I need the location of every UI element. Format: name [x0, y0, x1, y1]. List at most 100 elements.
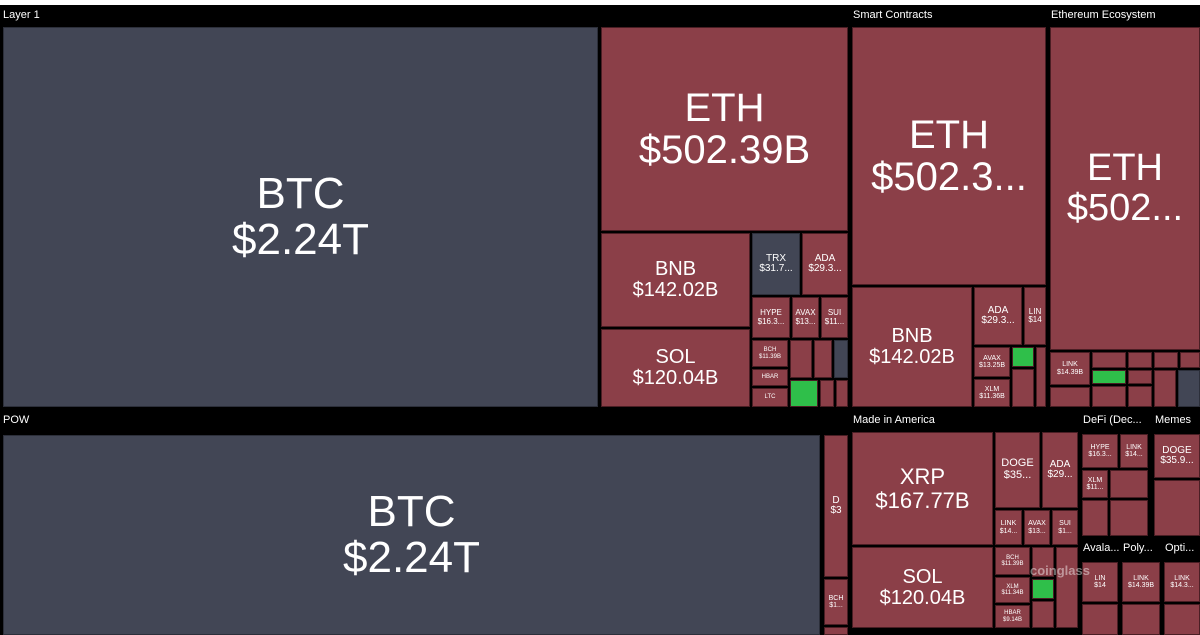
coin-label: BNB — [891, 325, 933, 347]
section-title: Made in America — [850, 410, 1078, 430]
coin-value: $2.24T — [232, 215, 369, 264]
coin-tile: AVAX $13... — [1024, 510, 1050, 545]
coin-tile: ETH $502.39B — [601, 27, 848, 231]
coin-value: $1... — [1058, 527, 1072, 535]
small-tile — [1110, 500, 1148, 536]
coin-tile: HBAR — [752, 369, 788, 386]
coin-value: $502... — [1066, 186, 1184, 229]
coin-label: AVAX — [1028, 520, 1046, 528]
coin-tile: HYPE $16.3... — [752, 297, 790, 338]
small-tile — [820, 380, 834, 407]
small-tile — [1092, 386, 1126, 407]
coin-label: BTC — [367, 486, 456, 536]
coin-value: $3 — [830, 505, 842, 516]
coin-label: XLM — [1006, 583, 1019, 590]
coin-label: DOGE — [1162, 444, 1192, 456]
small-tile — [1110, 470, 1148, 498]
coin-tile: D $3 — [824, 435, 848, 577]
coin-label: ETH — [909, 113, 989, 157]
small-tile — [1032, 579, 1054, 599]
small-tile — [1012, 369, 1034, 407]
coin-label: LINK — [1126, 443, 1142, 451]
coin-tile: HYPE $16.3... — [1082, 434, 1118, 468]
coin-label: AVAX — [983, 354, 1001, 362]
small-tile — [1128, 352, 1152, 368]
coin-label: SOL — [902, 565, 943, 588]
coin-label: AVAX — [795, 308, 816, 318]
coin-label: LINK — [1174, 574, 1190, 582]
coin-tile: LINK $14... — [1120, 434, 1148, 468]
section-title: Smart Contracts — [850, 5, 1046, 25]
coin-label: ADA — [814, 252, 836, 264]
coin-value: $1... — [829, 602, 843, 609]
small-tile — [1154, 352, 1178, 368]
small-tile — [1032, 547, 1054, 577]
small-tile — [1056, 547, 1078, 628]
coin-value: $29.3... — [808, 263, 842, 274]
small-tile — [1036, 347, 1046, 407]
coin-tile: DOGE $35... — [995, 432, 1040, 508]
coin-label: ADA — [1049, 458, 1071, 470]
small-tile — [836, 380, 848, 407]
coin-value: $142.02B — [869, 346, 955, 368]
coin-label: LINK — [1062, 361, 1078, 369]
small-tile — [1092, 370, 1126, 384]
coin-tile: AVAX $13.25B — [974, 347, 1010, 377]
small-tile — [1128, 386, 1152, 407]
coin-label: D — [832, 494, 840, 506]
small-tile — [790, 340, 812, 378]
coin-value: $11.39B — [1001, 561, 1024, 567]
small-tile — [1082, 604, 1118, 635]
small-tile — [1154, 480, 1200, 536]
coin-label: ADA — [987, 304, 1009, 316]
small-tile — [1180, 352, 1200, 368]
coin-tile: SUI $1... — [1052, 510, 1078, 545]
coin-value: $120.04B — [879, 586, 966, 609]
coin-tile: ADA $29.3... — [974, 287, 1022, 345]
section-title: Ethereum Ecosystem — [1048, 5, 1200, 25]
coin-label: SUI — [1059, 520, 1071, 528]
small-tile — [1050, 387, 1090, 407]
coin-tile: BTC $2.24T — [3, 435, 820, 635]
coin-label: BNB — [654, 258, 697, 280]
small-tile — [834, 340, 848, 378]
coin-label: HBAR — [1004, 610, 1021, 617]
coin-label: ETH — [684, 86, 765, 130]
coin-tile: SUI $11... — [821, 297, 848, 338]
coin-value: $11... — [1086, 484, 1104, 491]
coin-tile: SOL $120.04B — [852, 547, 993, 628]
coin-value: $14... — [1125, 451, 1143, 458]
coin-label: HYPE — [760, 308, 782, 318]
section-title: POW — [0, 410, 848, 433]
coin-tile: BNB $142.02B — [601, 233, 750, 327]
coin-value: $2.24T — [343, 533, 480, 582]
coin-tile: BCH $11.39B — [995, 547, 1030, 575]
section-title: Opti... — [1162, 538, 1200, 560]
coin-value: $16.3... — [1088, 451, 1112, 458]
small-tile — [1032, 601, 1054, 628]
coin-value: $9.14B — [1002, 616, 1023, 623]
coin-tile: DOGE $35.9... — [1154, 434, 1200, 478]
section-title: Poly... — [1120, 538, 1160, 560]
coin-tile: SOL $120.04B — [601, 329, 750, 407]
coin-tile: LINK $14.39B — [1122, 562, 1160, 602]
coin-label: BCH — [763, 347, 777, 354]
small-tile — [1164, 604, 1200, 635]
coin-tile: TRX $31.7... — [752, 233, 800, 295]
coin-value: $35... — [1003, 469, 1032, 481]
coin-value: $14 — [1028, 315, 1042, 324]
coin-label: XLM — [1087, 476, 1103, 484]
small-tile — [790, 380, 818, 407]
small-tile — [1012, 347, 1034, 367]
coin-value: $120.04B — [632, 367, 719, 389]
coin-label: XLM — [984, 385, 1000, 393]
coin-tile: ETH $502... — [1050, 27, 1200, 350]
coin-value: $502.3... — [871, 155, 1027, 199]
treemap: Layer 1 BTC $2.24T ETH $502.39B BNB $142.02B SO… — [0, 5, 1200, 635]
coin-value: $14.39B — [1056, 368, 1084, 376]
coin-label: DOGE — [1001, 457, 1034, 470]
coin-label: LINK — [1133, 574, 1149, 582]
coin-label: SUI — [827, 308, 842, 318]
coin-tile: XLM $11... — [1082, 470, 1108, 498]
coin-tile: LINK $14... — [995, 510, 1022, 545]
